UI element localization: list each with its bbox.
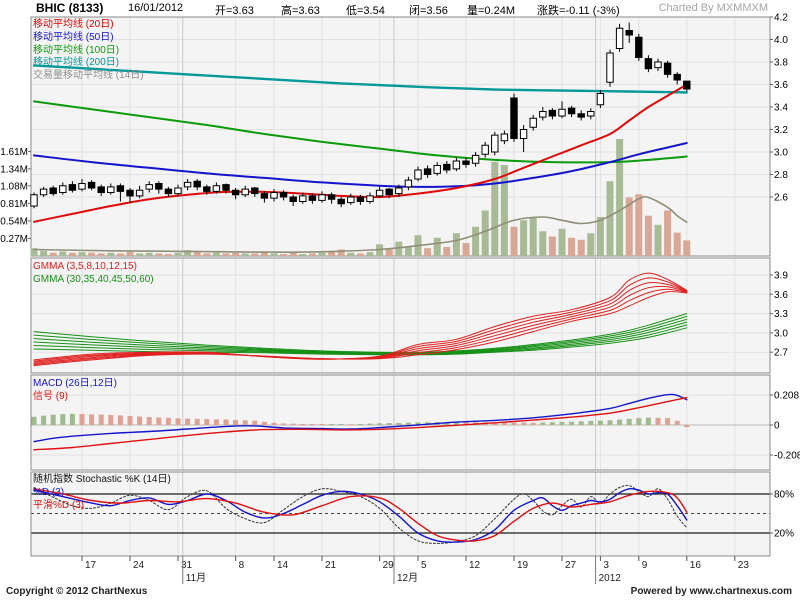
svg-text:20%: 20%: [774, 529, 794, 540]
svg-text:80%: 80%: [774, 490, 794, 501]
gmma-axis-labels: 3.9 3.6 3.3 3.0 2.7: [770, 271, 788, 359]
svg-text:2.8: 2.8: [774, 170, 788, 181]
stock-chart[interactable]: 4.2 4.0 3.8 3.6 3.4 3.2 3.0 2.8 2.6 1.61M 1.34M 1.0…: [0, 0, 800, 586]
legend-volume-ma: 交易量移动平均线 (14日): [33, 70, 144, 82]
stoch-k-line: [33, 484, 688, 544]
legend-ma50: 移动平均线 (50日): [33, 31, 114, 43]
charted-by-label: Charted By MXMMXM: [658, 2, 768, 14]
svg-text:17: 17: [85, 560, 97, 571]
svg-text:4.0: 4.0: [774, 35, 788, 46]
svg-text:3.8: 3.8: [774, 58, 788, 69]
svg-text:3.0: 3.0: [774, 148, 788, 159]
ma50-line: [33, 142, 688, 188]
svg-text:3.4: 3.4: [774, 103, 788, 114]
svg-text:29: 29: [383, 560, 395, 571]
price-axis-labels: 4.2 4.0 3.8 3.6 3.4 3.2 3.0 2.8 2.6: [770, 13, 788, 204]
legend-stoch-k: 随机指数 Stochastic %K (14日): [33, 474, 171, 485]
svg-text:3.6: 3.6: [774, 290, 788, 301]
svg-text:0.54M: 0.54M: [0, 216, 28, 227]
svg-text:-0.208: -0.208: [774, 450, 800, 461]
macd-axis-labels: 0.208 0 -0.208: [770, 391, 800, 461]
footer: Copyright © 2012 ChartNexus Powered by w…: [0, 586, 800, 600]
svg-text:1.08M: 1.08M: [0, 181, 28, 192]
macd-histogram: [31, 413, 690, 428]
high-value: 高=3.63: [281, 5, 320, 17]
svg-text:12月: 12月: [397, 572, 418, 584]
legend-ma200: 移动平均线 (200日): [33, 57, 120, 69]
stochastic-panel: [30, 471, 771, 557]
legend-stoch-slow-d: 平滑%D (3): [33, 499, 85, 511]
svg-text:2.7: 2.7: [774, 348, 788, 359]
stoch-slow-d-line: [33, 488, 688, 542]
legend-stoch-d: %D (3): [33, 486, 65, 498]
svg-text:0.27M: 0.27M: [0, 234, 28, 245]
stoch-axis-labels: 80% 20%: [770, 490, 794, 540]
candlesticks: [30, 22, 691, 209]
copyright-label: Copyright © 2012 ChartNexus: [6, 586, 148, 597]
svg-text:0: 0: [774, 421, 780, 432]
ma200-line: [32, 64, 688, 94]
volume-axis-labels: 1.61M 1.34M 1.08M 0.81M 0.54M 0.27M: [0, 147, 31, 245]
svg-text:31: 31: [181, 560, 193, 571]
svg-text:9: 9: [642, 560, 648, 571]
change-value: 涨跌=-0.11 (-3%): [537, 5, 620, 17]
svg-text:3: 3: [603, 560, 609, 571]
close-value: 闭=3.56: [409, 5, 448, 17]
volume-value: 量=0.24M: [467, 5, 515, 17]
svg-text:19: 19: [517, 560, 529, 571]
volume-bars: [30, 139, 691, 256]
svg-text:12: 12: [469, 560, 481, 571]
svg-text:8: 8: [239, 560, 245, 571]
macd-line: [33, 393, 688, 443]
low-value: 低=3.54: [346, 5, 385, 17]
svg-text:27: 27: [565, 560, 577, 571]
svg-text:0.81M: 0.81M: [0, 199, 28, 210]
svg-text:3.0: 3.0: [774, 328, 788, 339]
svg-text:14: 14: [277, 560, 289, 571]
legend-gmma-slow: GMMA (30,35,40,45,50,60): [33, 273, 154, 285]
legend-ma100: 移动平均线 (100日): [33, 44, 120, 56]
svg-text:2.6: 2.6: [774, 193, 788, 204]
legend-gmma-fast: GMMA (3,5,8,10,12,15): [33, 261, 137, 272]
svg-text:3.3: 3.3: [774, 309, 788, 320]
svg-text:1.34M: 1.34M: [0, 164, 28, 175]
gmma-fast-bundle: [33, 272, 688, 367]
powered-by-link[interactable]: Powered by www.chartnexus.com: [630, 586, 792, 597]
symbol-label: BHIC (8133): [36, 1, 104, 15]
svg-text:21: 21: [325, 560, 337, 571]
svg-text:5: 5: [421, 560, 427, 571]
legend-macd: MACD (26日,12日): [33, 378, 117, 389]
svg-text:4.2: 4.2: [774, 13, 788, 24]
svg-text:3.2: 3.2: [774, 125, 788, 136]
svg-text:0.208: 0.208: [774, 391, 799, 402]
svg-text:3.6: 3.6: [774, 80, 788, 91]
macd-signal-line: [33, 396, 688, 451]
svg-text:23: 23: [738, 560, 750, 571]
macd-legend: MACD (26日,12日) 信号 (9): [33, 378, 117, 404]
ma20-line: [33, 83, 688, 223]
price-legend: 移动平均线 (20日) 移动平均线 (50日) 移动平均线 (100日) 移动平…: [33, 19, 144, 83]
legend-ma20: 移动平均线 (20日): [33, 19, 114, 30]
svg-text:2012: 2012: [599, 573, 622, 584]
svg-text:3.9: 3.9: [774, 271, 788, 282]
open-value: 开=3.63: [215, 5, 254, 17]
svg-text:24: 24: [133, 560, 145, 571]
gmma-legend: GMMA (3,5,8,10,12,15) GMMA (30,35,40,45,…: [33, 261, 154, 287]
volume-ma-line: [33, 195, 688, 253]
date-label: 16/01/2012: [128, 2, 184, 14]
stoch-legend: 随机指数 Stochastic %K (14日) %D (3) 平滑%D (3): [33, 474, 171, 512]
svg-text:1.61M: 1.61M: [0, 147, 28, 158]
x-axis: 17 24 31 8 14 21 29 5 12 19 27 3 9 16 23 11月 12月 2012: [81, 556, 750, 584]
svg-text:11月: 11月: [186, 572, 206, 584]
svg-text:16: 16: [690, 560, 702, 571]
chart-header: BHIC (8133) 16/01/2012 开=3.63 高=3.63 低=3…: [0, 1, 800, 17]
legend-macd-signal: 信号 (9): [33, 390, 68, 402]
